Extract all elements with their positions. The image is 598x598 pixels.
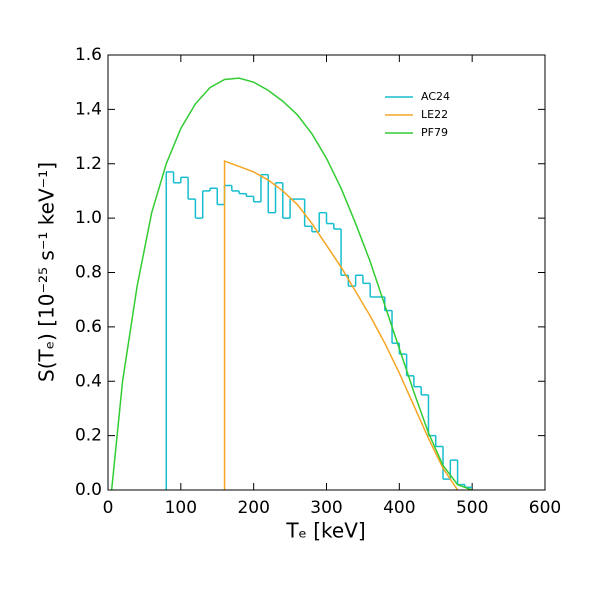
y-tick-label: 0.2 xyxy=(75,426,102,446)
plot-frame xyxy=(107,54,546,491)
legend-label: LE22 xyxy=(421,108,448,121)
x-tick-label: 200 xyxy=(237,498,269,518)
x-tick-label: 400 xyxy=(383,498,415,518)
y-tick-label: 0.6 xyxy=(75,317,102,337)
y-tick-label: 0.0 xyxy=(75,480,102,500)
y-axis-label: S(Tₑ) [10⁻²⁵ s⁻¹ keV⁻¹] xyxy=(35,162,59,382)
y-tick-label: 1.0 xyxy=(75,208,102,228)
y-tick-label: 0.4 xyxy=(75,371,102,391)
y-tick-label: 1.4 xyxy=(75,99,102,119)
x-tick-label: 600 xyxy=(529,498,561,518)
legend-label: PF79 xyxy=(421,126,448,139)
y-tick-label: 0.8 xyxy=(75,263,102,283)
x-tick-label: 0 xyxy=(103,498,114,518)
line xyxy=(223,159,459,491)
x-axis-label: Tₑ [keV] xyxy=(285,519,365,543)
line xyxy=(110,77,473,491)
legend-label: AC24 xyxy=(421,90,450,103)
x-tick-label: 100 xyxy=(165,498,197,518)
y-tick-label: 1.6 xyxy=(75,45,102,65)
x-tick-label: 300 xyxy=(310,498,342,518)
y-tick-label: 1.2 xyxy=(75,154,102,174)
x-tick-label: 500 xyxy=(456,498,488,518)
